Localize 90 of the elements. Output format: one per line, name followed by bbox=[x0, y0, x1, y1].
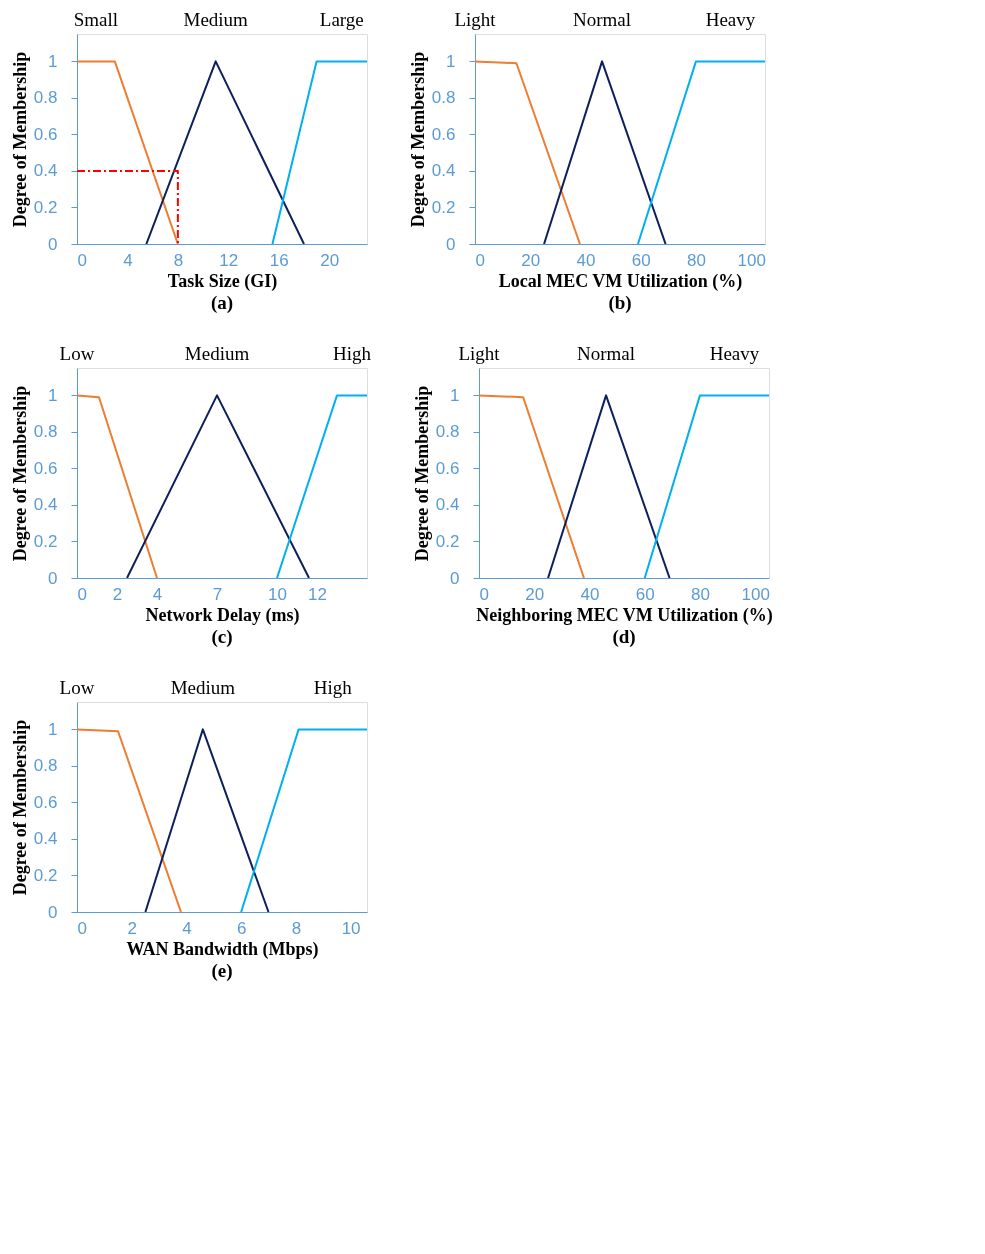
x-tick-label: 0 bbox=[77, 250, 87, 270]
x-tick-label: 20 bbox=[525, 584, 545, 604]
series-label: High bbox=[313, 677, 353, 698]
x-tick-label: 20 bbox=[521, 250, 541, 270]
text: (e) bbox=[211, 960, 233, 982]
series-label: Light bbox=[458, 343, 501, 364]
y-tick-label: 1 bbox=[446, 51, 456, 71]
series-label: Low bbox=[59, 677, 95, 698]
x-tick-label: 100 bbox=[741, 584, 770, 604]
series-label: High bbox=[333, 343, 372, 364]
x-tick-label: 2 bbox=[127, 918, 137, 938]
y-tick-label: 1 bbox=[48, 385, 58, 405]
x-tick-label: 80 bbox=[690, 584, 710, 604]
text: (b) bbox=[608, 292, 632, 314]
x-tick-label: 100 bbox=[737, 250, 766, 270]
y-tick-label: 0.6 bbox=[33, 792, 58, 812]
text: (a) bbox=[210, 292, 234, 314]
y-tick-label: 0.2 bbox=[33, 531, 58, 551]
y-tick-label: 0.4 bbox=[33, 829, 58, 849]
x-tick-label: 40 bbox=[576, 250, 596, 270]
y-tick-label: 0.6 bbox=[33, 124, 58, 144]
y-tick-label: 0.6 bbox=[33, 458, 58, 478]
y-tick-label: 1 bbox=[48, 719, 58, 739]
y-tick-label: 0.4 bbox=[435, 495, 460, 515]
x-tick-label: 6 bbox=[236, 918, 247, 938]
y-tick-label: 0.2 bbox=[33, 197, 58, 217]
x-tick-label: 12 bbox=[308, 584, 327, 604]
x-tick-label: 4 bbox=[123, 250, 133, 270]
x-tick-label: 0 bbox=[77, 918, 87, 938]
x-tick-label: 12 bbox=[219, 250, 239, 270]
x-tick-label: 80 bbox=[686, 250, 706, 270]
y-axis-title: Degree of Membership bbox=[407, 51, 428, 228]
text: Medium bbox=[183, 9, 249, 30]
x-tick-label: 0 bbox=[475, 250, 485, 270]
x-tick-label: 7 bbox=[212, 584, 223, 604]
y-tick-label: 0.2 bbox=[33, 865, 58, 885]
y-tick-label: 0.6 bbox=[435, 458, 460, 478]
series-label: Large bbox=[319, 9, 364, 30]
x-tick-label: 0 bbox=[479, 584, 489, 604]
y-axis-title: Degree of Membership bbox=[9, 719, 30, 896]
x-tick-label: 2 bbox=[112, 584, 123, 604]
x-tick-label: 8 bbox=[291, 918, 302, 938]
x-tick-label: 8 bbox=[173, 250, 184, 270]
y-axis-title: Degree of Membership bbox=[411, 385, 432, 562]
x-tick-label: 40 bbox=[580, 584, 600, 604]
series-label: Heavy bbox=[705, 9, 756, 30]
y-tick-label: 0 bbox=[48, 902, 58, 922]
y-tick-label: 0.8 bbox=[431, 88, 456, 108]
y-tick-label: 1 bbox=[450, 385, 460, 405]
x-tick-label: 16 bbox=[269, 250, 289, 270]
text: Medium bbox=[170, 677, 236, 698]
x-tick-label: 20 bbox=[320, 250, 340, 270]
y-tick-label: 0.8 bbox=[33, 88, 58, 108]
x-tick-label: 10 bbox=[268, 584, 287, 604]
y-tick-label: 0.4 bbox=[431, 161, 456, 181]
x-tick-label: 0 bbox=[77, 584, 87, 604]
series-label: Heavy bbox=[709, 343, 760, 364]
x-tick-label: 4 bbox=[152, 584, 163, 604]
text: Normal bbox=[577, 343, 636, 364]
y-tick-label: 0.8 bbox=[33, 422, 58, 442]
y-tick-label: 0 bbox=[446, 234, 456, 254]
y-tick-label: 0.6 bbox=[431, 124, 456, 144]
x-axis-title: Local MEC VM Utilization (%) bbox=[498, 270, 743, 292]
series-label: Small bbox=[73, 9, 119, 30]
y-tick-label: 0.8 bbox=[435, 422, 460, 442]
y-tick-label: 0.2 bbox=[435, 531, 460, 551]
x-tick-label: 60 bbox=[631, 250, 651, 270]
y-tick-label: 0.8 bbox=[33, 756, 58, 776]
text: Medium bbox=[184, 343, 250, 364]
x-axis-title: Neighboring MEC VM Utilization (%) bbox=[476, 604, 773, 626]
y-tick-label: 0 bbox=[450, 568, 460, 588]
y-axis-title: Degree of Membership bbox=[9, 51, 30, 228]
x-axis-title: WAN Bandwidth (Mbps) bbox=[126, 938, 319, 960]
y-tick-label: 0.4 bbox=[33, 495, 58, 515]
y-tick-label: 0 bbox=[48, 234, 58, 254]
text: (d) bbox=[612, 626, 636, 648]
series-label: Low bbox=[59, 343, 95, 364]
text: Normal bbox=[573, 9, 632, 30]
x-tick-label: 10 bbox=[341, 918, 361, 938]
x-axis-title: Task Size (GI) bbox=[167, 270, 278, 292]
y-tick-label: 0.2 bbox=[431, 197, 456, 217]
x-tick-label: 4 bbox=[182, 918, 192, 938]
text: (c) bbox=[211, 626, 233, 648]
y-tick-label: 1 bbox=[48, 51, 58, 71]
y-tick-label: 0 bbox=[48, 568, 58, 588]
y-axis-title: Degree of Membership bbox=[9, 385, 30, 562]
x-axis-title: Network Delay (ms) bbox=[145, 604, 300, 626]
series-label: Light bbox=[454, 9, 497, 30]
y-tick-label: 0.4 bbox=[33, 161, 58, 181]
x-tick-label: 60 bbox=[635, 584, 655, 604]
